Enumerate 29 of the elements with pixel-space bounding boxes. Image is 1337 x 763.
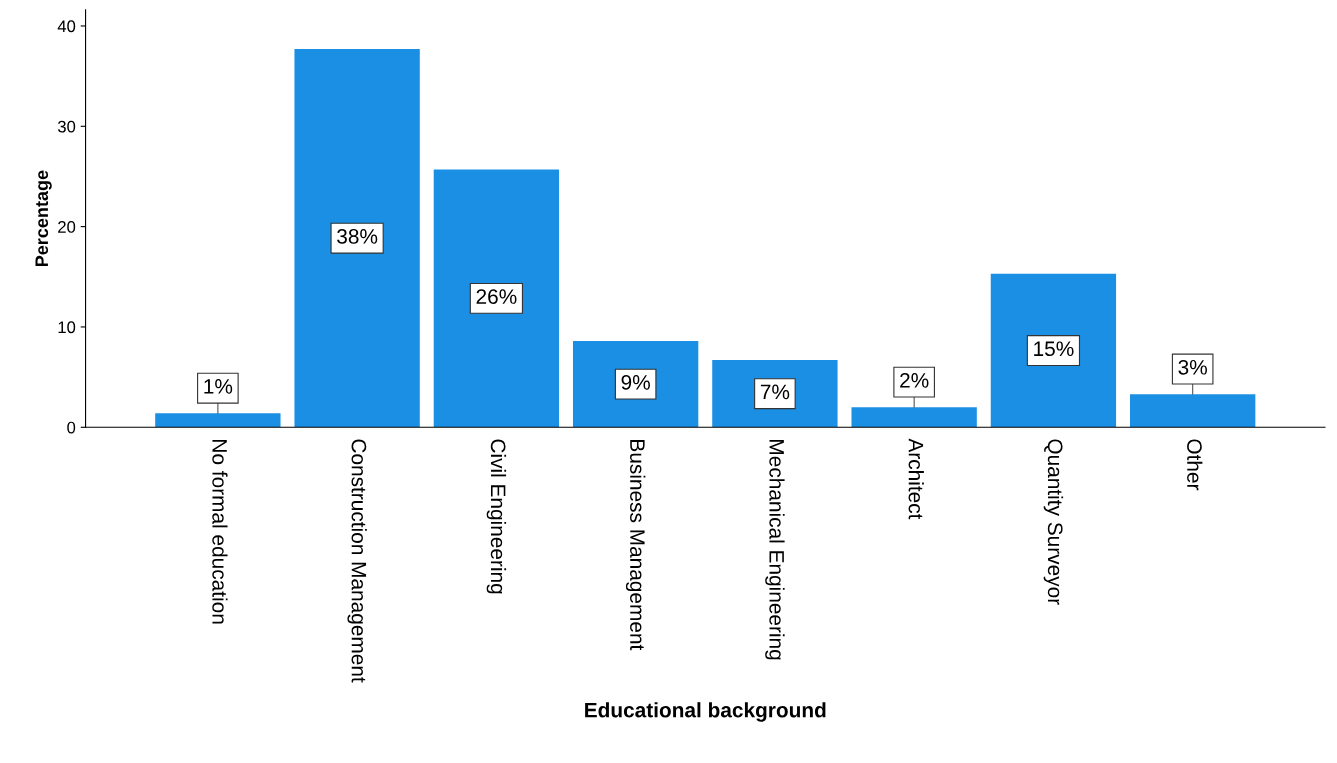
y-tick-label: 0	[67, 421, 76, 434]
data-label: 38%	[337, 229, 378, 244]
y-tick-label: 20	[58, 221, 76, 233]
x-tick-label: Quantity Surveyor	[1043, 439, 1064, 605]
data-label: 1%	[204, 379, 233, 394]
x-tick-label: Construction Management	[347, 439, 367, 683]
y-tick-label: 40	[57, 20, 76, 33]
y-tick-label: 30	[57, 120, 76, 133]
x-tick-label: Architect	[908, 438, 924, 520]
data-label: 26%	[476, 289, 517, 304]
bar	[990, 273, 1117, 428]
x-tick-label: Business Management	[625, 440, 646, 651]
data-label: 2%	[900, 372, 929, 388]
x-axis-title: Educational background	[585, 702, 826, 722]
bar	[851, 407, 977, 428]
bar	[1130, 394, 1256, 428]
data-label: 3%	[1178, 359, 1207, 375]
bar	[155, 413, 281, 428]
x-tick-label: Mechanical Engineering	[765, 440, 785, 660]
bar	[294, 49, 420, 428]
x-tick-label: Other	[1187, 439, 1203, 491]
bar	[433, 169, 560, 428]
y-tick-label: 10	[58, 321, 76, 334]
data-label: 9%	[621, 374, 650, 390]
data-label: 15%	[1034, 341, 1074, 357]
x-tick-label: No formal education	[212, 440, 228, 624]
data-label: 7%	[760, 384, 790, 400]
y-axis-title: Percentage	[35, 170, 52, 267]
x-tick-label: Civil Engineering	[486, 439, 507, 594]
